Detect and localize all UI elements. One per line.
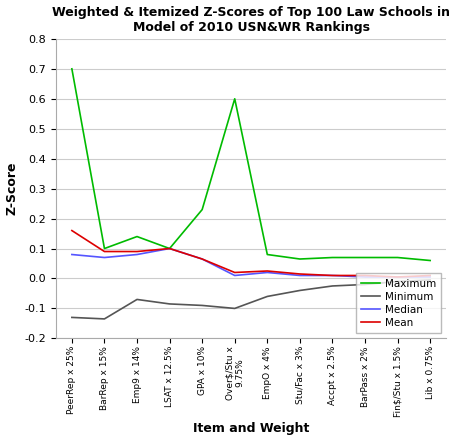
Maximum: [166, 246, 172, 251]
Median: [296, 273, 302, 278]
Median: [134, 252, 139, 257]
Median: [329, 273, 334, 278]
Line: Median: Median: [72, 249, 429, 277]
Median: [264, 270, 269, 275]
Median: [166, 246, 172, 251]
Minimum: [231, 306, 237, 311]
Median: [69, 252, 74, 257]
Title: Weighted & Itemized Z-Scores of Top 100 Law Schools in
Model of 2010 USN&WR Rank: Weighted & Itemized Z-Scores of Top 100 …: [52, 6, 449, 34]
Mean: [264, 268, 269, 273]
Line: Minimum: Minimum: [72, 280, 429, 319]
Mean: [362, 273, 367, 278]
Mean: [296, 271, 302, 277]
Mean: [101, 249, 107, 254]
Median: [362, 274, 367, 280]
Median: [231, 273, 237, 278]
Maximum: [101, 246, 107, 251]
Mean: [199, 256, 204, 262]
Maximum: [427, 258, 432, 263]
Mean: [394, 274, 400, 280]
Line: Maximum: Maximum: [72, 69, 429, 261]
X-axis label: Item and Weight: Item and Weight: [193, 422, 308, 435]
Minimum: [69, 315, 74, 320]
Minimum: [134, 297, 139, 302]
Minimum: [199, 303, 204, 308]
Maximum: [69, 66, 74, 71]
Minimum: [394, 279, 400, 284]
Y-axis label: Z-Score: Z-Score: [5, 162, 18, 215]
Maximum: [362, 255, 367, 260]
Median: [199, 256, 204, 262]
Minimum: [166, 301, 172, 306]
Legend: Maximum, Minimum, Median, Mean: Maximum, Minimum, Median, Mean: [355, 273, 440, 333]
Minimum: [296, 288, 302, 293]
Mean: [329, 273, 334, 278]
Maximum: [296, 256, 302, 262]
Mean: [166, 246, 172, 251]
Median: [101, 255, 107, 260]
Median: [427, 274, 432, 280]
Maximum: [231, 96, 237, 101]
Median: [394, 274, 400, 280]
Maximum: [134, 234, 139, 239]
Maximum: [329, 255, 334, 260]
Minimum: [362, 282, 367, 287]
Mean: [134, 249, 139, 254]
Maximum: [199, 207, 204, 212]
Mean: [427, 273, 432, 278]
Minimum: [264, 294, 269, 299]
Maximum: [394, 255, 400, 260]
Line: Mean: Mean: [72, 231, 429, 277]
Mean: [231, 270, 237, 275]
Minimum: [427, 277, 432, 283]
Minimum: [101, 316, 107, 321]
Minimum: [329, 283, 334, 288]
Mean: [69, 228, 74, 233]
Maximum: [264, 252, 269, 257]
